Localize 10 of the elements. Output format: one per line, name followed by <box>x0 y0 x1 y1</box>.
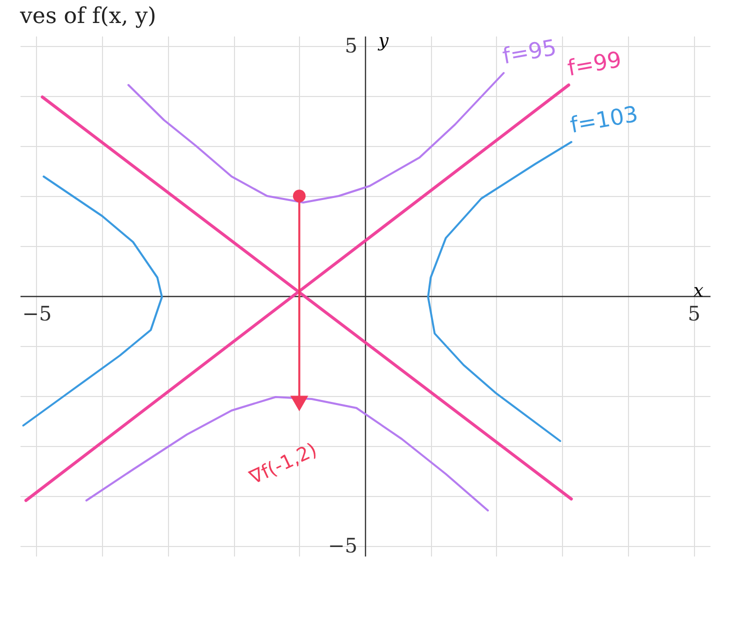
line-series <box>127 72 505 204</box>
text: f=103 <box>568 102 640 139</box>
line-series <box>85 396 489 512</box>
text: f=95 <box>500 36 558 70</box>
line-series <box>427 141 572 442</box>
text: f=99 <box>566 48 624 82</box>
x-axis-title: x <box>693 280 704 302</box>
y-axis-title: y <box>377 30 390 52</box>
chart-title: ves of f(x, y) <box>19 4 156 29</box>
line-series <box>22 176 163 426</box>
